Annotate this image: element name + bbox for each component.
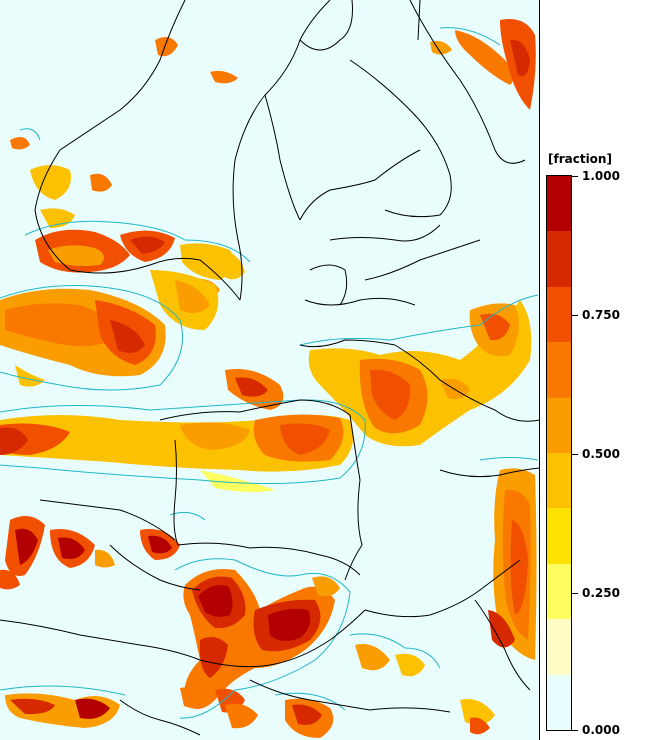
legend-tick-0500 bbox=[572, 454, 578, 455]
legend-tick-0000 bbox=[572, 730, 578, 731]
field-patches-baltic-band bbox=[0, 369, 354, 493]
legend-label-0000: 0.000 bbox=[582, 723, 620, 737]
legend-label-0250: 0.250 bbox=[582, 586, 620, 600]
low-value-contours bbox=[0, 27, 539, 719]
field-patches-kola bbox=[430, 19, 536, 110]
map-panel bbox=[0, 0, 540, 740]
map-frame-border bbox=[539, 0, 540, 740]
legend-colorbar bbox=[546, 175, 572, 731]
legend-color-segment bbox=[547, 231, 571, 288]
legend-color-segment bbox=[547, 342, 571, 399]
field-patches-east bbox=[308, 300, 532, 447]
legend-color-segment bbox=[547, 397, 571, 454]
field-patches-alps bbox=[5, 687, 210, 728]
field-patches-carpathians bbox=[183, 569, 340, 729]
legend-color-segment bbox=[547, 674, 571, 731]
legend-color-segment bbox=[547, 176, 571, 232]
field-patches-denmark bbox=[0, 250, 245, 387]
legend-color-segment bbox=[547, 563, 571, 620]
legend-tick-1000 bbox=[572, 176, 578, 177]
legend-label-0500: 0.500 bbox=[582, 447, 620, 461]
legend-title: [fraction] bbox=[548, 152, 612, 166]
legend-color-segment bbox=[547, 619, 571, 676]
legend-color-segment bbox=[547, 286, 571, 343]
legend-color-segment bbox=[547, 453, 571, 509]
legend-tick-0750 bbox=[572, 315, 578, 316]
field-patches-balkans bbox=[285, 644, 495, 738]
legend-tick-0250 bbox=[572, 593, 578, 594]
legend-label-1000: 1.000 bbox=[582, 169, 620, 183]
legend-label-0750: 0.750 bbox=[582, 308, 620, 322]
fraction-field-map bbox=[0, 0, 540, 738]
field-patches-central bbox=[0, 516, 180, 590]
field-patches-norway bbox=[10, 36, 238, 302]
legend-color-segment bbox=[547, 508, 571, 565]
country-borders bbox=[0, 0, 540, 736]
